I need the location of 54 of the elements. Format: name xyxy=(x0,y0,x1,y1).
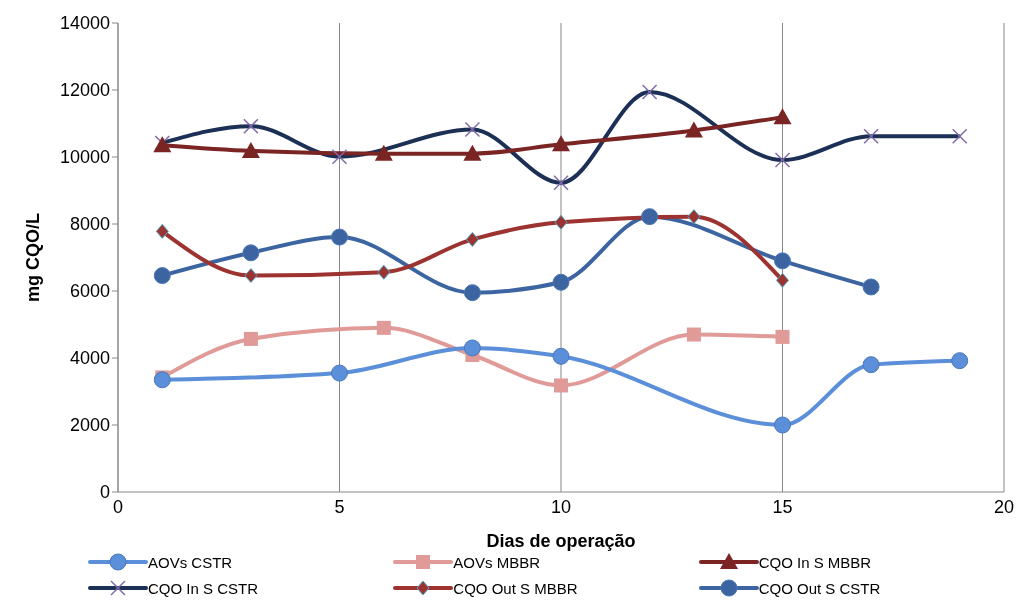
y-tick-label: 4000 xyxy=(69,348,110,369)
legend-label: AOVs CSTR xyxy=(148,553,233,571)
x-tick-label: 10 xyxy=(550,496,572,517)
point xyxy=(554,378,568,393)
point xyxy=(331,228,348,246)
legend-label: CQO In S MBBR xyxy=(758,553,872,571)
point xyxy=(374,144,393,161)
x-tick-label: 20 xyxy=(993,496,1015,517)
y-tick-label: 6000 xyxy=(69,281,110,302)
point xyxy=(686,327,701,342)
point xyxy=(155,223,169,239)
y-tick-label: 2000 xyxy=(69,415,110,436)
point xyxy=(951,352,969,370)
point xyxy=(862,278,880,296)
point xyxy=(773,108,792,125)
point xyxy=(862,356,880,374)
point xyxy=(463,339,481,357)
y-tick-label: 10000 xyxy=(59,147,110,168)
point xyxy=(641,208,659,226)
point xyxy=(243,331,258,346)
point xyxy=(153,267,171,285)
point xyxy=(774,252,791,270)
point xyxy=(153,371,171,389)
point xyxy=(552,135,570,152)
point xyxy=(465,231,479,247)
x-tick-label: 0 xyxy=(112,496,124,517)
point xyxy=(244,268,258,284)
x-axis-title: Dias de operação xyxy=(486,531,636,551)
point xyxy=(774,416,791,434)
point xyxy=(376,320,391,335)
legend-label: CQO In S CSTR xyxy=(148,579,259,597)
x-tick-label: 15 xyxy=(772,496,793,517)
point xyxy=(552,347,570,365)
point xyxy=(552,273,570,291)
point xyxy=(241,141,260,158)
point xyxy=(554,214,568,230)
legend-label: CQO Out S MBBR xyxy=(453,579,578,597)
y-tick-label: 8000 xyxy=(69,214,110,235)
point xyxy=(463,284,481,302)
legend-label: CQO Out S CSTR xyxy=(758,579,881,597)
point xyxy=(377,264,391,280)
y-tick-label: 0 xyxy=(99,482,110,503)
point xyxy=(242,244,260,262)
x-tick-label: 5 xyxy=(334,496,345,517)
point xyxy=(684,121,703,138)
y-tick-label: 14000 xyxy=(59,13,110,34)
legend-label: AOVs MBBR xyxy=(453,553,541,571)
y-tick-label: 12000 xyxy=(59,80,110,101)
point xyxy=(776,272,789,288)
point xyxy=(775,329,790,344)
y-axis-title: mg CQO/L xyxy=(23,213,44,302)
point xyxy=(331,364,348,382)
point xyxy=(463,144,482,161)
point xyxy=(687,209,701,225)
